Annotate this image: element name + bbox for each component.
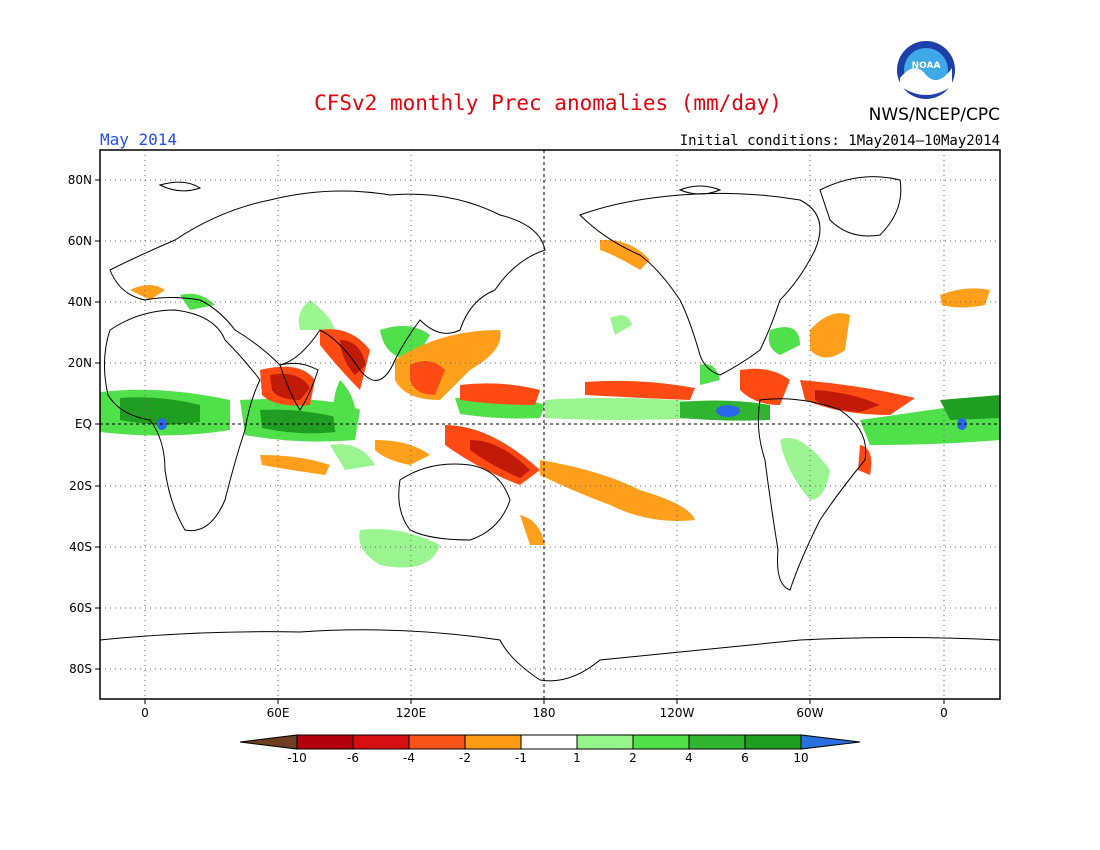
lat-tick-label: 20S: [69, 479, 92, 493]
initial-conditions: Initial conditions: 1May2014–10May2014: [680, 133, 1000, 149]
lon-tick-label: 120W: [660, 706, 695, 720]
longitude-ticks: 0 60E 120E 180 120W 60W 0: [141, 699, 948, 720]
noaa-logo-icon: NOAA: [897, 41, 955, 99]
lat-tick-label: EQ: [75, 417, 92, 431]
colorbar-segment: [576, 734, 634, 750]
colorbar-label: -6: [347, 751, 359, 765]
lat-tick-label: 20N: [68, 356, 92, 370]
colorbar-label: 6: [741, 751, 749, 765]
colorbar-label: 2: [629, 751, 637, 765]
org-label: NWS/NCEP/CPC: [869, 105, 1000, 125]
colorbar-segment: [296, 734, 354, 750]
month-label: May 2014: [100, 130, 177, 149]
colorbar-label: 10: [793, 751, 808, 765]
colorbar-segment: [632, 734, 690, 750]
colorbar-arrow-right: [800, 734, 861, 750]
lon-tick-label: 180: [533, 706, 556, 720]
lat-tick-label: 80S: [69, 662, 92, 676]
lat-tick-label: 60N: [68, 234, 92, 248]
lon-tick-label: 0: [940, 706, 948, 720]
colorbar-label: 1: [573, 751, 581, 765]
lon-tick-label: 120E: [396, 706, 427, 720]
lat-tick-label: 80N: [68, 173, 92, 187]
latitude-ticks: 80N 60N 40N 20N EQ 20S 40S 60S 80S: [68, 173, 100, 676]
colorbar-label: 4: [685, 751, 693, 765]
colorbar-label: -1: [515, 751, 527, 765]
chart-title: CFSv2 monthly Prec anomalies (mm/day): [314, 91, 782, 115]
coastlines: [100, 176, 1000, 682]
logo-text: NOAA: [912, 61, 941, 71]
colorbar-segment: [464, 734, 522, 750]
lat-tick-label: 40S: [69, 540, 92, 554]
lon-tick-label: 60E: [267, 706, 290, 720]
colorbar-arrow-left: [239, 734, 298, 750]
lat-tick-label: 40N: [68, 295, 92, 309]
colorbar-segment: [352, 734, 410, 750]
gridlines: [100, 150, 1000, 699]
colorbar-segment: [688, 734, 746, 750]
colorbar: -10 -6 -4 -2 -1 1 2 4 6 10: [239, 734, 861, 765]
colorbar-segment: [520, 734, 578, 750]
colorbar-label: -10: [287, 751, 307, 765]
colorbar-label: -4: [403, 751, 415, 765]
lon-tick-label: 60W: [796, 706, 823, 720]
colorbar-segment: [744, 734, 802, 750]
lon-tick-label: 0: [141, 706, 149, 720]
map-area: [100, 150, 1000, 699]
colorbar-label: -2: [459, 751, 471, 765]
colorbar-segment: [408, 734, 466, 750]
lat-tick-label: 60S: [69, 601, 92, 615]
